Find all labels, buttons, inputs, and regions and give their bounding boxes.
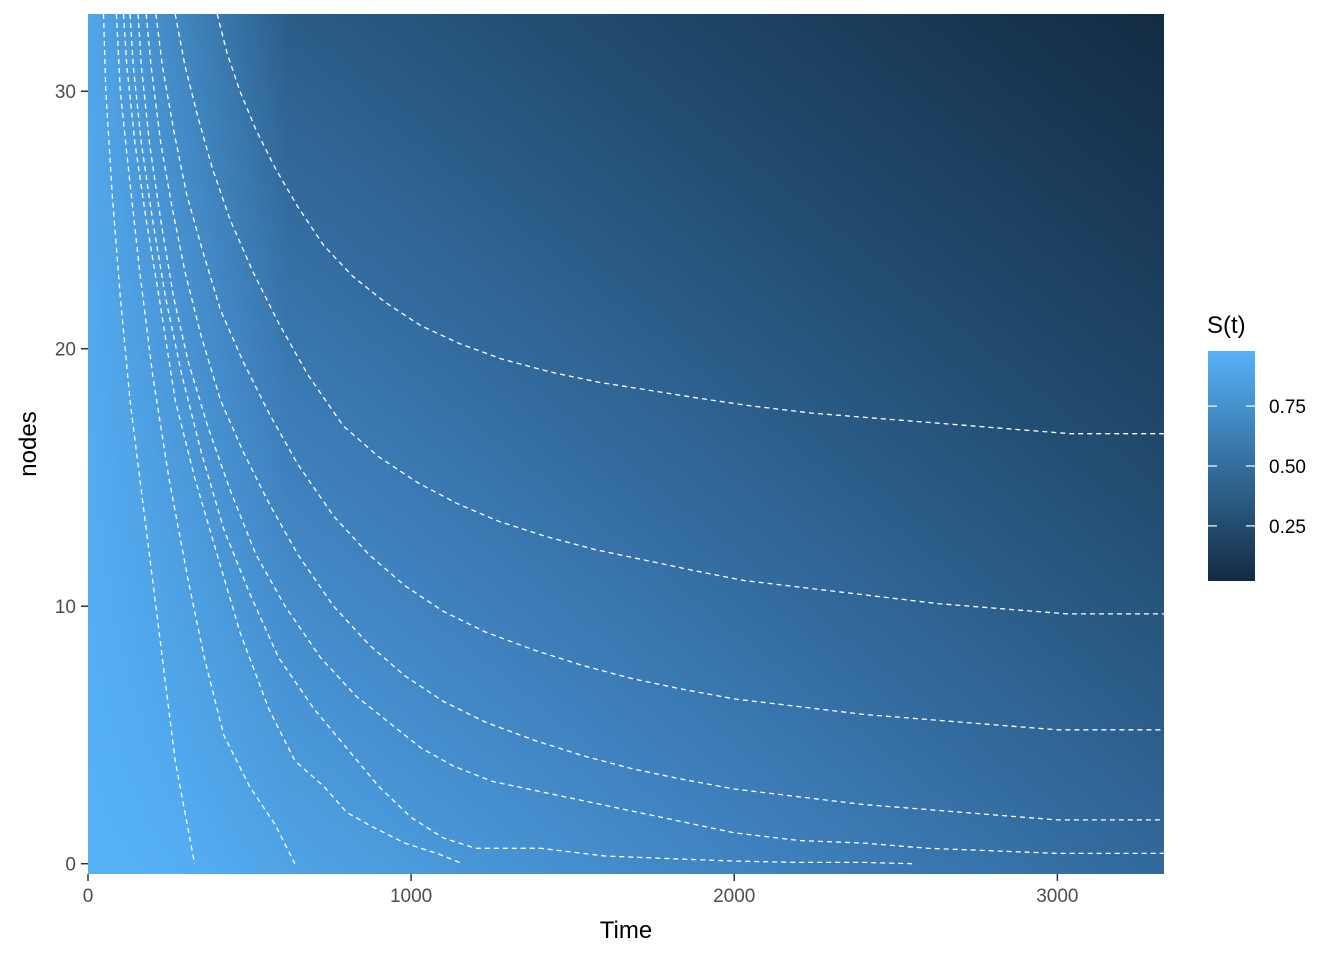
y-tick-label-30: 30 (55, 82, 76, 103)
y-tick-label-10: 10 (55, 597, 76, 618)
contour-line-6 (145, 13, 1164, 821)
x-tick-label-1000: 1000 (390, 886, 432, 907)
color-legend: S(t) 0.75 0.50 0.25 (1207, 312, 1306, 581)
legend-label-1: 0.50 (1269, 457, 1306, 478)
y-tick-label-0: 0 (65, 855, 76, 876)
x-axis: 0 1000 2000 3000 (83, 874, 1079, 907)
contour-line-8 (174, 13, 1164, 615)
x-tick-label-0: 0 (83, 886, 94, 907)
y-tick-label-20: 20 (55, 340, 76, 361)
contour-lines (102, 13, 1164, 865)
contour-line-7 (155, 13, 1164, 731)
x-tick-label-3000: 3000 (1036, 886, 1078, 907)
contour-line-3 (122, 13, 464, 865)
x-tick-label-2000: 2000 (713, 886, 755, 907)
contour-line-5 (137, 13, 1164, 855)
y-axis-title: nodes (15, 411, 42, 476)
contour-line-2 (115, 13, 296, 864)
legend-label-0: 0.75 (1269, 397, 1306, 418)
contour-line-9 (216, 13, 1164, 435)
legend-title: S(t) (1207, 312, 1246, 339)
legend-label-2: 0.25 (1269, 517, 1306, 538)
legend-ticks: 0.75 0.50 0.25 (1208, 397, 1306, 538)
contour-line-1 (102, 13, 196, 864)
y-axis: 0 10 20 30 (55, 82, 88, 876)
x-axis-title: Time (600, 917, 652, 944)
contour-line-4 (129, 13, 913, 865)
heatmap-surface-glow (88, 14, 288, 874)
